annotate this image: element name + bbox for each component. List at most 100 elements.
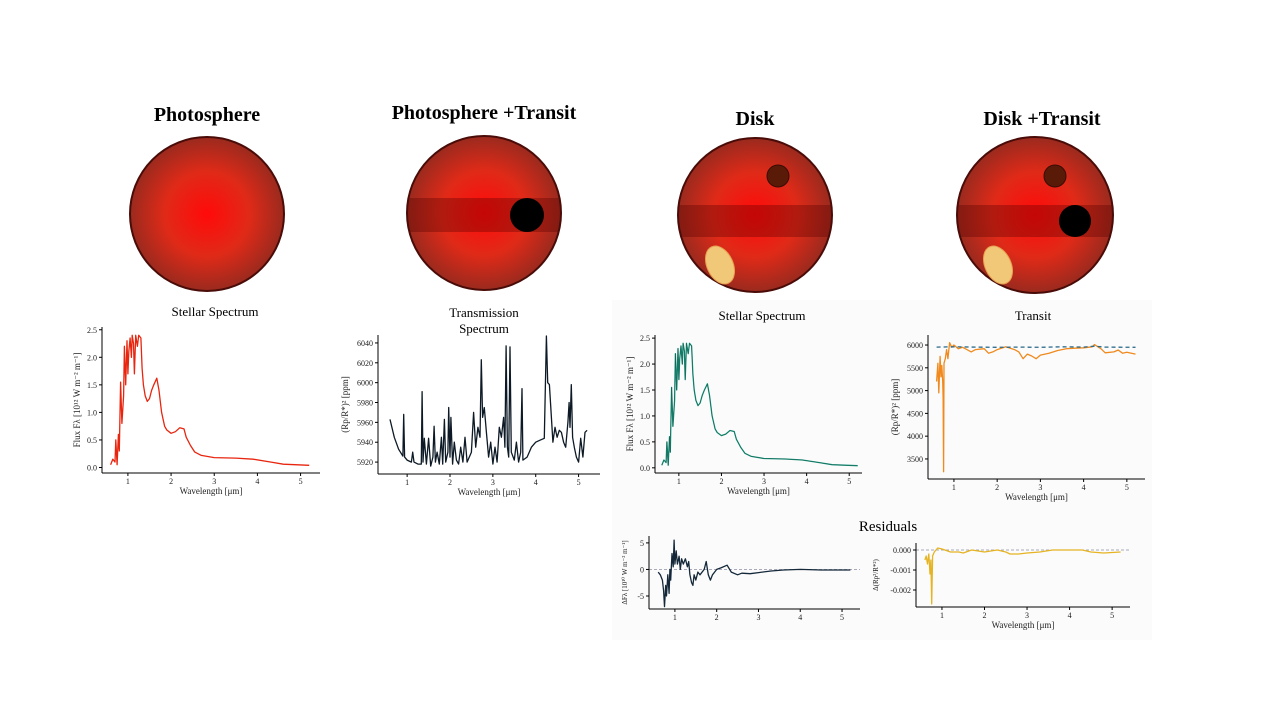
chart-title: Stellar Spectrum — [718, 308, 805, 323]
y-tick-label: 0.5 — [640, 438, 650, 447]
star-photosphere-transit — [406, 135, 562, 291]
dark-spot — [1043, 164, 1067, 188]
x-tick-label: 1 — [673, 613, 677, 622]
transit-spectrum-chart: Transit 1 2 3 4 5 3500 4000 4500 5000 5500 6000 Wave… — [890, 308, 1145, 502]
y-axis-label: Flux Fλ [10¹² W m⁻² m⁻¹] — [625, 357, 635, 452]
y-tick-label: -5 — [637, 592, 644, 601]
y-tick-label: 1.0 — [640, 412, 650, 421]
spectrum-line — [389, 335, 588, 467]
bright-spot — [982, 245, 1014, 285]
disk-spectrum-chart: Stellar Spectrum 1 2 3 4 5 0.0 0.5 1.0 1.5 2.0 2.5 W… — [625, 308, 862, 496]
x-axis-label: Wavelength [μm] — [180, 486, 243, 496]
y-axis-label: ΔFλ [10¹⁰ W m⁻² m⁻¹] — [621, 540, 629, 604]
x-tick-label: 5 — [847, 477, 851, 486]
planet — [1059, 205, 1091, 237]
y-tick-label: 0 — [640, 565, 644, 574]
transit-chord — [407, 198, 561, 232]
x-tick-label: 1 — [677, 477, 681, 486]
spectrum-line — [657, 539, 851, 608]
heading-photosphere-transit: Photosphere +Transit — [392, 102, 577, 124]
x-tick-label: 4 — [255, 477, 259, 486]
heading-photosphere: Photosphere — [154, 104, 260, 126]
x-tick-label: 1 — [126, 477, 130, 486]
x-tick-label: 2 — [715, 613, 719, 622]
transit-chord — [678, 205, 832, 237]
x-tick-label: 1 — [405, 478, 409, 487]
y-tick-label: 2.0 — [640, 360, 650, 369]
spectrum-line — [924, 547, 1121, 605]
x-tick-label: 5 — [299, 477, 303, 486]
star-disk — [677, 137, 833, 293]
transit-residuals-chart: 1 2 3 4 5 0.000 -0.001 -0.002 Wavelength [μm] Δ(R… — [872, 543, 1130, 630]
x-axis-label: Wavelength [μm] — [992, 620, 1055, 630]
y-tick-label: 0.0 — [87, 463, 97, 472]
x-tick-label: 4 — [798, 613, 802, 622]
x-tick-label: 2 — [169, 477, 173, 486]
x-tick-label: 3 — [212, 477, 216, 486]
y-tick-label: 1.5 — [87, 381, 97, 390]
x-tick-label: 5 — [577, 478, 581, 487]
y-tick-label: 2.5 — [640, 334, 650, 343]
x-tick-label: 4 — [805, 477, 809, 486]
x-tick-label: 2 — [448, 478, 452, 487]
y-tick-label: 4000 — [907, 432, 923, 441]
y-tick-label: -0.001 — [890, 566, 911, 575]
y-tick-label: 0.5 — [87, 436, 97, 445]
y-axis-label: (Rp/R*)² [ppm] — [890, 379, 900, 435]
x-tick-label: 5 — [840, 613, 844, 622]
chart-title: Stellar Spectrum — [171, 304, 258, 319]
y-tick-label: 5000 — [907, 387, 923, 396]
y-tick-label: 5500 — [907, 364, 923, 373]
heading-residuals: Residuals — [859, 519, 917, 535]
y-tick-label: 5 — [640, 539, 644, 548]
x-tick-label: 3 — [491, 478, 495, 487]
x-tick-label: 4 — [1068, 611, 1072, 620]
x-tick-label: 2 — [982, 611, 986, 620]
x-tick-label: 5 — [1125, 483, 1129, 492]
x-tick-label: 3 — [762, 477, 766, 486]
transmission-spectrum-chart: Transmission Spectrum 1 2 3 4 5 5920 5940 5960 598… — [340, 305, 600, 497]
y-tick-label: 1.5 — [640, 386, 650, 395]
y-axis-label: Flux Fλ [10¹² W m⁻² m⁻¹] — [72, 353, 82, 448]
model-line — [936, 345, 1136, 348]
x-tick-label: 3 — [756, 613, 760, 622]
y-tick-label: 5940 — [357, 438, 373, 447]
x-axis-label: Wavelength [μm] — [458, 487, 521, 497]
x-tick-label: 1 — [940, 611, 944, 620]
model-overlay-line — [661, 342, 858, 466]
y-tick-label: 6040 — [357, 339, 373, 348]
y-tick-label: 4500 — [907, 409, 923, 418]
x-axis-label: Wavelength [μm] — [1005, 492, 1068, 502]
y-tick-label: 6000 — [907, 341, 923, 350]
spectrum-line — [109, 334, 310, 466]
y-tick-label: 1.0 — [87, 408, 97, 417]
y-axis-label: Δ(Rp²/R*²) — [872, 559, 880, 591]
x-tick-label: 5 — [1110, 611, 1114, 620]
y-tick-label: 6020 — [357, 359, 373, 368]
photosphere-spectrum-chart: Stellar Spectrum 1 2 3 4 5 0.0 0.5 1.0 1.5 2.0 2.5 W… — [72, 304, 320, 496]
y-tick-label: 2.0 — [87, 353, 97, 362]
chart-title: Transmission Spectrum — [449, 305, 519, 336]
y-tick-label: 2.5 — [87, 326, 97, 335]
y-tick-label: 6000 — [357, 379, 373, 388]
chart-title-line: Spectrum — [459, 321, 509, 336]
y-tick-label: 5960 — [357, 418, 373, 427]
y-axis-label: (Rp/R*)² [ppm] — [340, 376, 350, 432]
x-tick-label: 4 — [534, 478, 538, 487]
x-axis-label: Wavelength [μm] — [727, 486, 790, 496]
chart-title-line: Transmission — [449, 305, 519, 320]
x-tick-label: 2 — [719, 477, 723, 486]
x-tick-label: 3 — [1025, 611, 1029, 620]
bright-spot — [704, 245, 736, 285]
y-tick-label: 5920 — [357, 458, 373, 467]
star-photosphere — [129, 136, 285, 292]
flux-residuals-chart: 1 2 3 4 5 -5 0 5 ΔFλ [10¹⁰ W m⁻² m⁻¹] — [621, 536, 860, 622]
transit-chord — [957, 205, 1113, 237]
y-tick-label: 0.000 — [893, 546, 911, 555]
star-disk-transit — [956, 136, 1114, 294]
x-tick-label: 3 — [1038, 483, 1042, 492]
x-tick-label: 2 — [995, 483, 999, 492]
y-tick-label: 3500 — [907, 455, 923, 464]
disk-panel-background — [612, 300, 1152, 640]
